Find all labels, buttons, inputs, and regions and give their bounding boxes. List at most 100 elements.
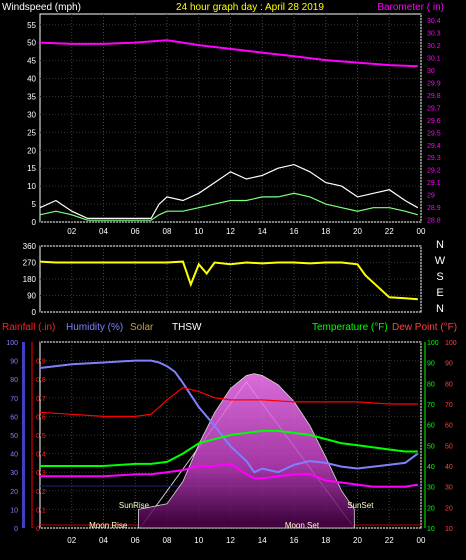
- x-tick-label: 10: [194, 227, 203, 236]
- wind-tick-label: 55: [27, 21, 36, 30]
- rain-tick-label: 0.9: [36, 359, 46, 366]
- x-tick-label: 22: [385, 227, 394, 236]
- x-tick-label: 16: [290, 536, 299, 545]
- baro-tick-label: 30.4: [427, 18, 441, 25]
- humidity-tick-label: 70: [10, 396, 18, 403]
- direction-tick-label: 90: [27, 292, 36, 301]
- dewpoint-tick-label: 50: [445, 443, 453, 450]
- wind-tick-label: 50: [27, 39, 36, 48]
- temperature-tick-label: 40: [427, 464, 435, 471]
- dewpoint-tick-label: 100: [445, 340, 457, 347]
- temperature-tick-label: 50: [427, 443, 435, 450]
- baro-tick-label: 28.9: [427, 205, 441, 212]
- x-tick-label: 20: [353, 536, 362, 545]
- baro-tick-label: 30.3: [427, 31, 441, 38]
- direction-tick-label: 0: [32, 308, 37, 317]
- wind-tick-label: 25: [27, 128, 36, 137]
- temperature-tick-label: 30: [427, 485, 435, 492]
- baro-tick-label: 29.1: [427, 180, 441, 187]
- humidity-legend: Humidity (%): [66, 322, 123, 333]
- baro-tick-label: 29.7: [427, 105, 441, 112]
- humidity-tick-label: 10: [10, 507, 18, 514]
- rain-tick-label: 0.5: [36, 433, 46, 440]
- baro-tick-label: 29.9: [427, 81, 441, 88]
- compass-label: W: [435, 255, 446, 267]
- sunset-label: SunSet: [347, 501, 374, 510]
- humidity-tick-label: 50: [10, 433, 18, 440]
- rain-axis-bar: [31, 342, 33, 528]
- dewpoint-tick-label: 70: [445, 402, 453, 409]
- humidity-tick-label: 60: [10, 414, 18, 421]
- rain-tick-label: 0.8: [36, 377, 46, 384]
- temperature-tick-label: 90: [427, 361, 435, 368]
- wind-tick-label: 30: [27, 110, 36, 119]
- temperature-tick-label: 60: [427, 423, 435, 430]
- x-tick-label: 04: [99, 227, 108, 236]
- x-tick-label: 12: [226, 536, 235, 545]
- temperature-tick-label: 70: [427, 402, 435, 409]
- rain-tick-label: 0.1: [36, 507, 46, 514]
- dewpoint-tick-label: 80: [445, 381, 453, 388]
- baro-tick-label: 30.1: [427, 56, 441, 63]
- x-tick-label: 02: [67, 536, 76, 545]
- baro-tick-label: 29.5: [427, 130, 441, 137]
- x-tick-label: 18: [321, 227, 330, 236]
- direction-tick-label: 360: [23, 242, 37, 251]
- x-tick-label: 02: [67, 227, 76, 236]
- x-tick-label: 16: [290, 227, 299, 236]
- compass-label: S: [436, 271, 443, 283]
- baro-tick-label: 28.8: [427, 218, 441, 225]
- x-tick-label: 08: [163, 536, 172, 545]
- rain-tick-label: 0.7: [36, 396, 46, 403]
- moonrise-label: Moon Rise: [89, 521, 128, 530]
- dewpoint-tick-label: 30: [445, 485, 453, 492]
- humidity-tick-label: 30: [10, 470, 18, 477]
- windspeed-axis-label: Windspeed (mph): [2, 2, 81, 13]
- x-tick-label: 22: [385, 536, 394, 545]
- baro-tick-label: 30: [427, 68, 435, 75]
- baro-tick-label: 29.8: [427, 93, 441, 100]
- barometer-axis-label: Barometer ( in): [377, 2, 444, 13]
- dewpoint-tick-label: 10: [445, 526, 453, 533]
- humidity-tick-label: 100: [6, 340, 18, 347]
- humidity-tick-label: 40: [10, 452, 18, 459]
- wind-tick-label: 15: [27, 164, 36, 173]
- temperature-line: [40, 429, 418, 467]
- wind-tick-label: 45: [27, 57, 36, 66]
- x-tick-label: 20: [353, 227, 362, 236]
- wind-tick-label: 0: [32, 218, 37, 227]
- wind-tick-label: 40: [27, 75, 36, 84]
- temperature-tick-label: 10: [427, 526, 435, 533]
- x-tick-label: 14: [258, 227, 267, 236]
- compass-label: N: [436, 239, 444, 251]
- sunrise-label: SunRise: [119, 501, 150, 510]
- x-tick-label: 18: [321, 536, 330, 545]
- wind_avg-line: [39, 192, 418, 221]
- temperature-tick-label: 80: [427, 381, 435, 388]
- moonset-label: Moon Set: [285, 521, 320, 530]
- direction-tick-label: 270: [23, 259, 37, 268]
- wind_direction-line: [39, 260, 418, 301]
- dewpoint-tick-label: 20: [445, 505, 453, 512]
- x-tick-label: 06: [131, 227, 140, 236]
- x-tick-label: 04: [99, 536, 108, 545]
- wind-tick-label: 20: [27, 146, 36, 155]
- rain-tick-label: 0.3: [36, 470, 46, 477]
- compass-label: E: [436, 287, 443, 299]
- baro-tick-label: 29.6: [427, 118, 441, 125]
- humidity-tick-label: 80: [10, 377, 18, 384]
- rain-tick-label: 0.6: [36, 414, 46, 421]
- dewpoint-legend: Dew Point (°F): [392, 322, 457, 333]
- wind-chart-frame: [39, 13, 422, 223]
- x-tick-label: 00: [417, 227, 426, 236]
- x-tick-label: 06: [131, 536, 140, 545]
- baro-tick-label: 29.3: [427, 155, 441, 162]
- temperature-axis-bar: [424, 342, 426, 528]
- dewpoint-line: [40, 462, 418, 488]
- baro-tick-label: 30.2: [427, 43, 441, 50]
- compass-label: N: [436, 303, 444, 315]
- thsw-legend: THSW: [172, 322, 202, 333]
- dewpoint-tick-label: 40: [445, 464, 453, 471]
